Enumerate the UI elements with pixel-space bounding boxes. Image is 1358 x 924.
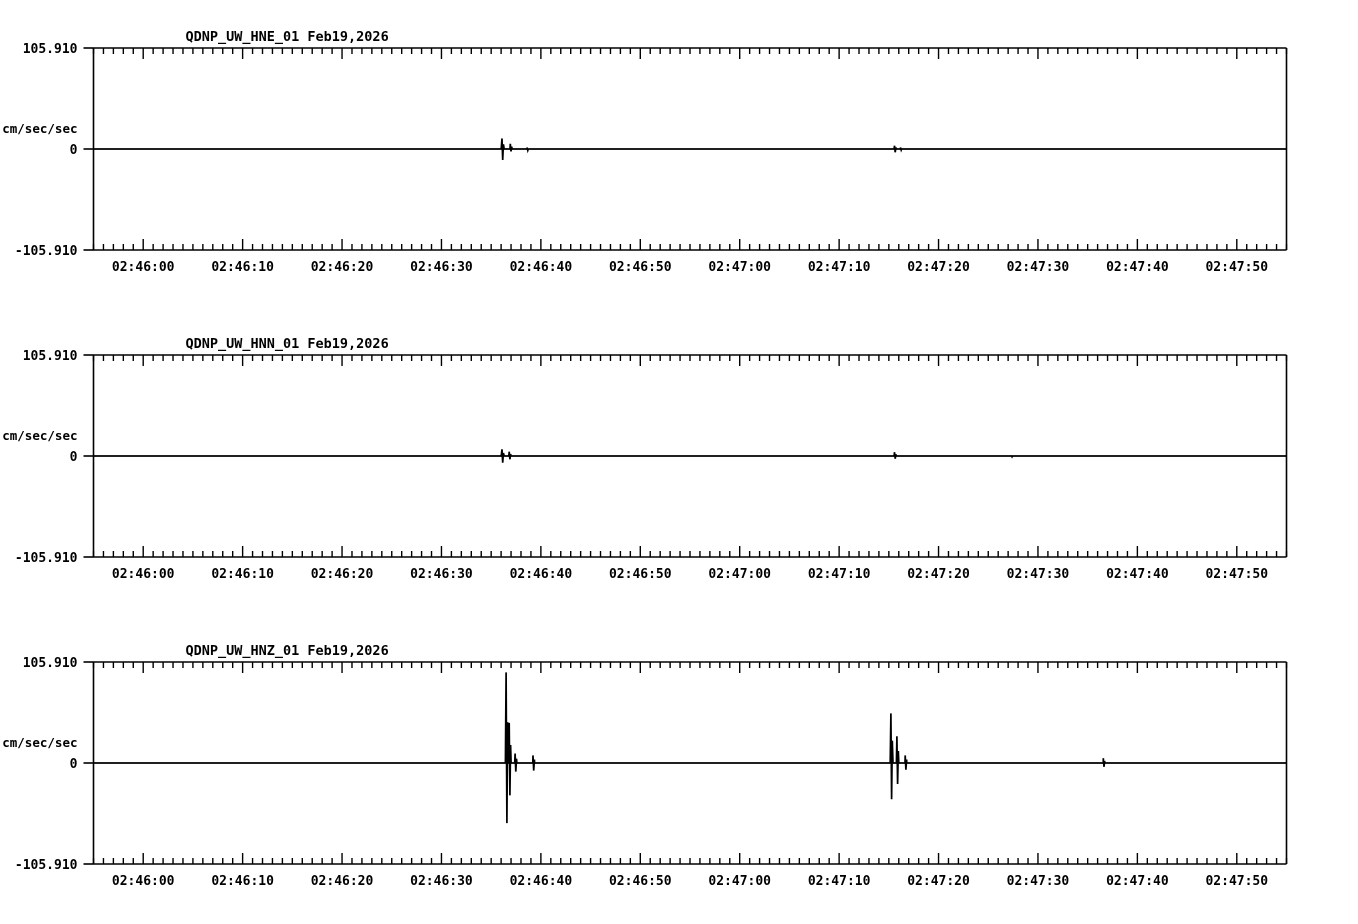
x-tick-label: 02:47:50 xyxy=(1205,260,1268,275)
panel-hnz: 02:46:00 02:46:10 02:46:20 02:46:30 02:46:40… xyxy=(0,614,1358,904)
x-tick-label: 02:47:40 xyxy=(1106,567,1169,582)
x-tick-label: 02:47:50 xyxy=(1205,874,1268,889)
x-tick-label: 02:47:00 xyxy=(708,567,771,582)
x-tick-label: 02:47:20 xyxy=(907,260,970,275)
x-tick-label: 02:46:40 xyxy=(510,874,573,889)
x-tick-label: 02:47:20 xyxy=(907,567,970,582)
waveform-trace-hnz xyxy=(93,672,1287,824)
x-tick-label: 02:47:10 xyxy=(808,567,871,582)
x-tick-label: 02:47:30 xyxy=(1007,260,1070,275)
x-tick-label: 02:46:20 xyxy=(311,874,374,889)
x-tick-label: 02:47:30 xyxy=(1007,874,1070,889)
x-tick-label: 02:46:40 xyxy=(510,260,573,275)
x-tick-label: 02:46:00 xyxy=(112,874,175,889)
x-tick-label: 02:46:30 xyxy=(410,874,473,889)
x-tick-label: 02:46:20 xyxy=(311,567,374,582)
y-tick-label-zero: 0 xyxy=(70,450,78,465)
panel-title: QDNP_UW_HNE_01 Feb19,2026 xyxy=(186,29,389,45)
x-tick-label: 02:46:20 xyxy=(311,260,374,275)
tick-marks xyxy=(92,48,1288,250)
y-axis-units-label: cm/sec/sec xyxy=(2,121,77,136)
x-tick-label: 02:46:40 xyxy=(510,567,573,582)
y-tick-label-bottom: -105.910 xyxy=(15,551,78,566)
y-tick-label-zero: 0 xyxy=(70,757,78,772)
y-tick-label-top: 105.910 xyxy=(23,349,78,364)
x-tick-label: 02:46:10 xyxy=(211,260,274,275)
x-tick-label: 02:47:00 xyxy=(708,260,771,275)
x-tick-label: 02:46:50 xyxy=(609,260,672,275)
y-tick-marks xyxy=(83,354,94,558)
x-tick-label: 02:46:30 xyxy=(410,567,473,582)
x-tick-label: 02:47:40 xyxy=(1106,260,1169,275)
plot-hnz: 02:46:00 02:46:10 02:46:20 02:46:30 02:46:40… xyxy=(2,643,1288,889)
y-tick-label-top: 105.910 xyxy=(23,656,78,671)
y-tick-marks xyxy=(83,47,94,251)
panel-hnn: 02:46:00 02:46:10 02:46:20 02:46:30 02:46:40… xyxy=(0,307,1358,597)
x-tick-label: 02:47:50 xyxy=(1205,567,1268,582)
x-tick-label: 02:46:30 xyxy=(410,260,473,275)
x-tick-label: 02:46:10 xyxy=(211,874,274,889)
x-tick-label: 02:46:00 xyxy=(112,567,175,582)
y-tick-label-bottom: -105.910 xyxy=(15,244,78,259)
x-tick-label: 02:47:10 xyxy=(808,874,871,889)
x-tick-label: 02:47:10 xyxy=(808,260,871,275)
panel-title: QDNP_UW_HNN_01 Feb19,2026 xyxy=(186,336,389,352)
y-axis-units-label: cm/sec/sec xyxy=(2,735,77,750)
plot-hne: 02:46:00 02:46:10 02:46:20 02:46:30 02:46:40… xyxy=(2,29,1288,275)
plot-hnn: 02:46:00 02:46:10 02:46:20 02:46:30 02:46:40… xyxy=(2,336,1288,582)
tick-marks xyxy=(92,355,1288,557)
waveform-trace-hne xyxy=(93,138,1287,161)
x-tick-label: 02:47:00 xyxy=(708,874,771,889)
y-tick-label-bottom: -105.910 xyxy=(15,858,78,873)
y-tick-label-top: 105.910 xyxy=(23,42,78,57)
x-tick-label: 02:46:50 xyxy=(609,567,672,582)
tick-marks xyxy=(92,662,1288,864)
y-tick-label-zero: 0 xyxy=(70,143,78,158)
x-tick-label: 02:46:10 xyxy=(211,567,274,582)
x-tick-label: 02:46:50 xyxy=(609,874,672,889)
x-tick-label: 02:46:00 xyxy=(112,260,175,275)
y-axis-units-label: cm/sec/sec xyxy=(2,428,77,443)
x-tick-label: 02:47:20 xyxy=(907,874,970,889)
y-tick-marks xyxy=(83,661,94,865)
panel-title: QDNP_UW_HNZ_01 Feb19,2026 xyxy=(186,643,389,659)
panel-hne: 02:46:00 02:46:10 02:46:20 02:46:30 02:46:40… xyxy=(0,0,1358,290)
x-tick-label: 02:47:30 xyxy=(1007,567,1070,582)
waveform-trace-hnn xyxy=(93,449,1287,463)
x-tick-label: 02:47:40 xyxy=(1106,874,1169,889)
